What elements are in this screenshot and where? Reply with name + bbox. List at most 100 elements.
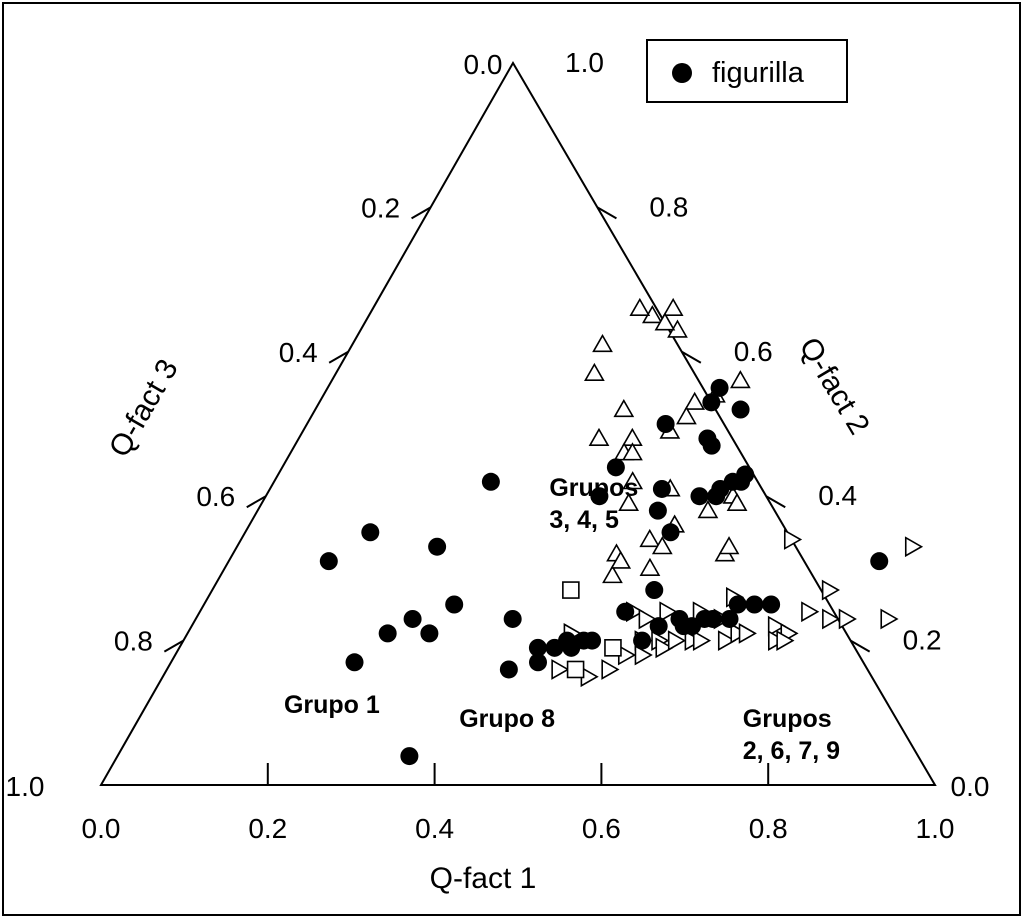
figurilla-point: [633, 631, 652, 650]
right-tick: [681, 350, 702, 364]
data-markers: [319, 297, 924, 766]
triangle-right-point: [638, 608, 657, 630]
figurilla-point: [583, 631, 602, 650]
triangle-outline: [99, 61, 937, 786]
group-label: Grupo 1: [284, 691, 380, 719]
right-tick: [850, 639, 871, 653]
figurilla-point: [420, 624, 439, 643]
triangle-right-point: [821, 579, 841, 601]
right-tick: [596, 206, 617, 220]
bottom-tick-label: 0.6: [582, 813, 621, 844]
right-tick-label: 1.0: [565, 47, 604, 78]
figurilla-point: [710, 378, 729, 397]
figurilla-point: [503, 609, 522, 628]
triangle-up-point: [588, 427, 610, 446]
group-label: 3, 4, 5: [549, 506, 619, 534]
figurilla-point: [702, 436, 721, 455]
bottom-tick-label: 0.0: [82, 813, 121, 844]
left-tick: [246, 495, 267, 509]
figurilla-point: [736, 465, 755, 484]
square-point: [566, 660, 585, 679]
triangle-up-point: [610, 550, 632, 569]
x-axis-title: Q-fact 1: [430, 862, 537, 895]
figurilla-point: [445, 595, 464, 614]
figurilla-point: [528, 638, 547, 657]
triangle-up-point: [613, 398, 635, 418]
triangle-up-point: [718, 536, 740, 555]
figurilla-point: [649, 617, 668, 636]
figurilla-point: [606, 458, 625, 477]
legend-marker: [672, 63, 692, 83]
left-tick-label: 0.6: [196, 481, 235, 512]
group-label: 2, 6, 7, 9: [743, 737, 840, 765]
figurilla-point: [319, 552, 338, 571]
triangle-up-point: [639, 557, 661, 576]
triangle-up-point: [602, 565, 623, 584]
triangle-right-point: [838, 608, 857, 630]
figurilla-point: [378, 624, 397, 643]
triangle-up-point: [730, 370, 751, 389]
triangle-up-point: [697, 500, 719, 519]
right-corner-tick-label: 0.0: [951, 771, 990, 802]
triangle-up-point: [654, 312, 676, 331]
triangle-up-point: [726, 492, 748, 511]
square-point: [562, 581, 580, 599]
triangle-up-point: [618, 492, 640, 511]
chart-annotations: Grupos 3, 4, 5 Grupo 1 Grupo 8 Grupos 2, 6, 7…: [284, 474, 840, 765]
triangle-right-point: [776, 630, 795, 651]
figurilla-point: [345, 653, 364, 672]
triangle-up-point: [622, 471, 644, 490]
right-tick-label: 0.2: [903, 625, 942, 656]
left-tick: [328, 350, 349, 364]
right-tick: [765, 495, 786, 509]
right-tick-label: 0.8: [649, 191, 688, 222]
figurilla-point: [745, 595, 764, 614]
figurilla-point: [529, 653, 547, 672]
figurilla-point: [656, 415, 675, 433]
left-tick-label: 0.4: [279, 337, 318, 368]
triangle-right-point: [667, 630, 687, 651]
left-tick-label: 0.0: [464, 49, 503, 80]
triangle-up-point: [676, 406, 697, 425]
figurilla-point: [616, 602, 635, 621]
triangle-right-point: [655, 637, 674, 659]
left-tick-label: 1.0: [6, 771, 45, 802]
figurilla-point: [361, 523, 380, 542]
triangle-up-point: [584, 362, 605, 382]
figurilla-point: [703, 609, 722, 628]
figurilla-point: [702, 393, 721, 412]
triangle-right-point: [783, 529, 803, 550]
triangle-up-point: [629, 297, 651, 317]
left-tick-label: 0.8: [114, 626, 153, 657]
triangle-right-point: [880, 608, 899, 630]
triangle-up-point: [622, 442, 643, 461]
triangle-up-point: [639, 528, 661, 548]
triangle-up-point: [651, 536, 673, 555]
triangle-up-point: [684, 391, 706, 410]
bottom-tick-label: 0.2: [248, 813, 287, 844]
figurilla-point: [707, 487, 726, 506]
figurilla-point: [400, 747, 419, 766]
figurilla-point: [690, 487, 709, 506]
triangle-right-point: [822, 608, 841, 630]
legend-label: figurilla: [712, 57, 805, 89]
figurilla-point: [762, 595, 781, 614]
figurilla-point: [870, 552, 889, 571]
triangle-right-point: [659, 601, 678, 623]
figurilla-point: [645, 581, 664, 600]
group-label: Grupo 8: [459, 705, 555, 733]
figurilla-point: [648, 501, 667, 520]
triangle-right-point: [601, 659, 620, 680]
right-tick-label: 0.6: [734, 336, 773, 367]
bottom-tick-label: 0.8: [749, 813, 788, 844]
left-tick: [163, 639, 184, 653]
triangle-up-point: [662, 297, 684, 317]
triangle-right-point: [904, 536, 924, 558]
triangle-right-point: [634, 644, 653, 666]
right-tick-label: 0.4: [818, 480, 857, 511]
triangle-right-point: [551, 659, 570, 680]
left-tick-label: 0.2: [361, 192, 400, 223]
triangle-up-point: [592, 333, 613, 353]
